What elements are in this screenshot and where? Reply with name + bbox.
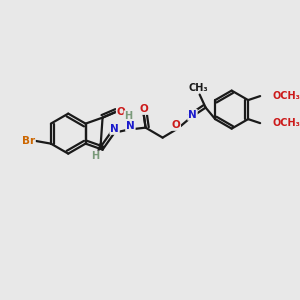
Text: O: O xyxy=(171,120,180,130)
Text: Br: Br xyxy=(22,136,35,146)
Text: OCH₃: OCH₃ xyxy=(273,91,300,101)
Text: CH₃: CH₃ xyxy=(188,83,208,93)
Text: O: O xyxy=(139,104,148,114)
Text: N: N xyxy=(110,124,119,134)
Text: N: N xyxy=(188,110,197,120)
Text: N: N xyxy=(126,121,135,131)
Text: H: H xyxy=(91,152,99,161)
Text: OCH₃: OCH₃ xyxy=(273,118,300,128)
Text: O: O xyxy=(117,106,125,117)
Text: H: H xyxy=(124,111,133,121)
